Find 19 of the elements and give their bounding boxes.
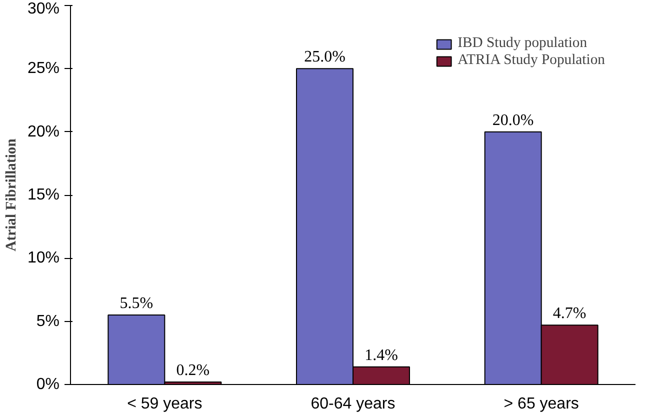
data-label: 4.7% [552, 305, 586, 322]
data-label: 1.4% [364, 346, 398, 364]
y-tick-label: 20% [27, 123, 60, 140]
data-label: 25.0% [304, 48, 346, 66]
x-tick-label: 60-64 years [310, 396, 396, 412]
data-label: 20.0% [492, 112, 534, 129]
data-label: 0.2% [176, 362, 210, 379]
legend-label: ATRIA Study Population [458, 52, 605, 69]
x-tick-label: < 59 years [127, 396, 202, 412]
y-tick-label: 15% [27, 186, 60, 204]
y-axis-title: Atrial Fibrillation [3, 138, 20, 252]
y-tick-label: 30% [27, 0, 60, 18]
legend-label: IBD Study population [458, 35, 588, 52]
y-tick-label: 5% [36, 312, 60, 330]
y-tick-label: 25% [27, 60, 60, 78]
y-tick-label: 0% [36, 376, 60, 393]
x-tick-label: > 65 years [504, 396, 579, 412]
data-label: 5.5% [120, 295, 154, 312]
y-tick-label: 10% [27, 250, 60, 267]
